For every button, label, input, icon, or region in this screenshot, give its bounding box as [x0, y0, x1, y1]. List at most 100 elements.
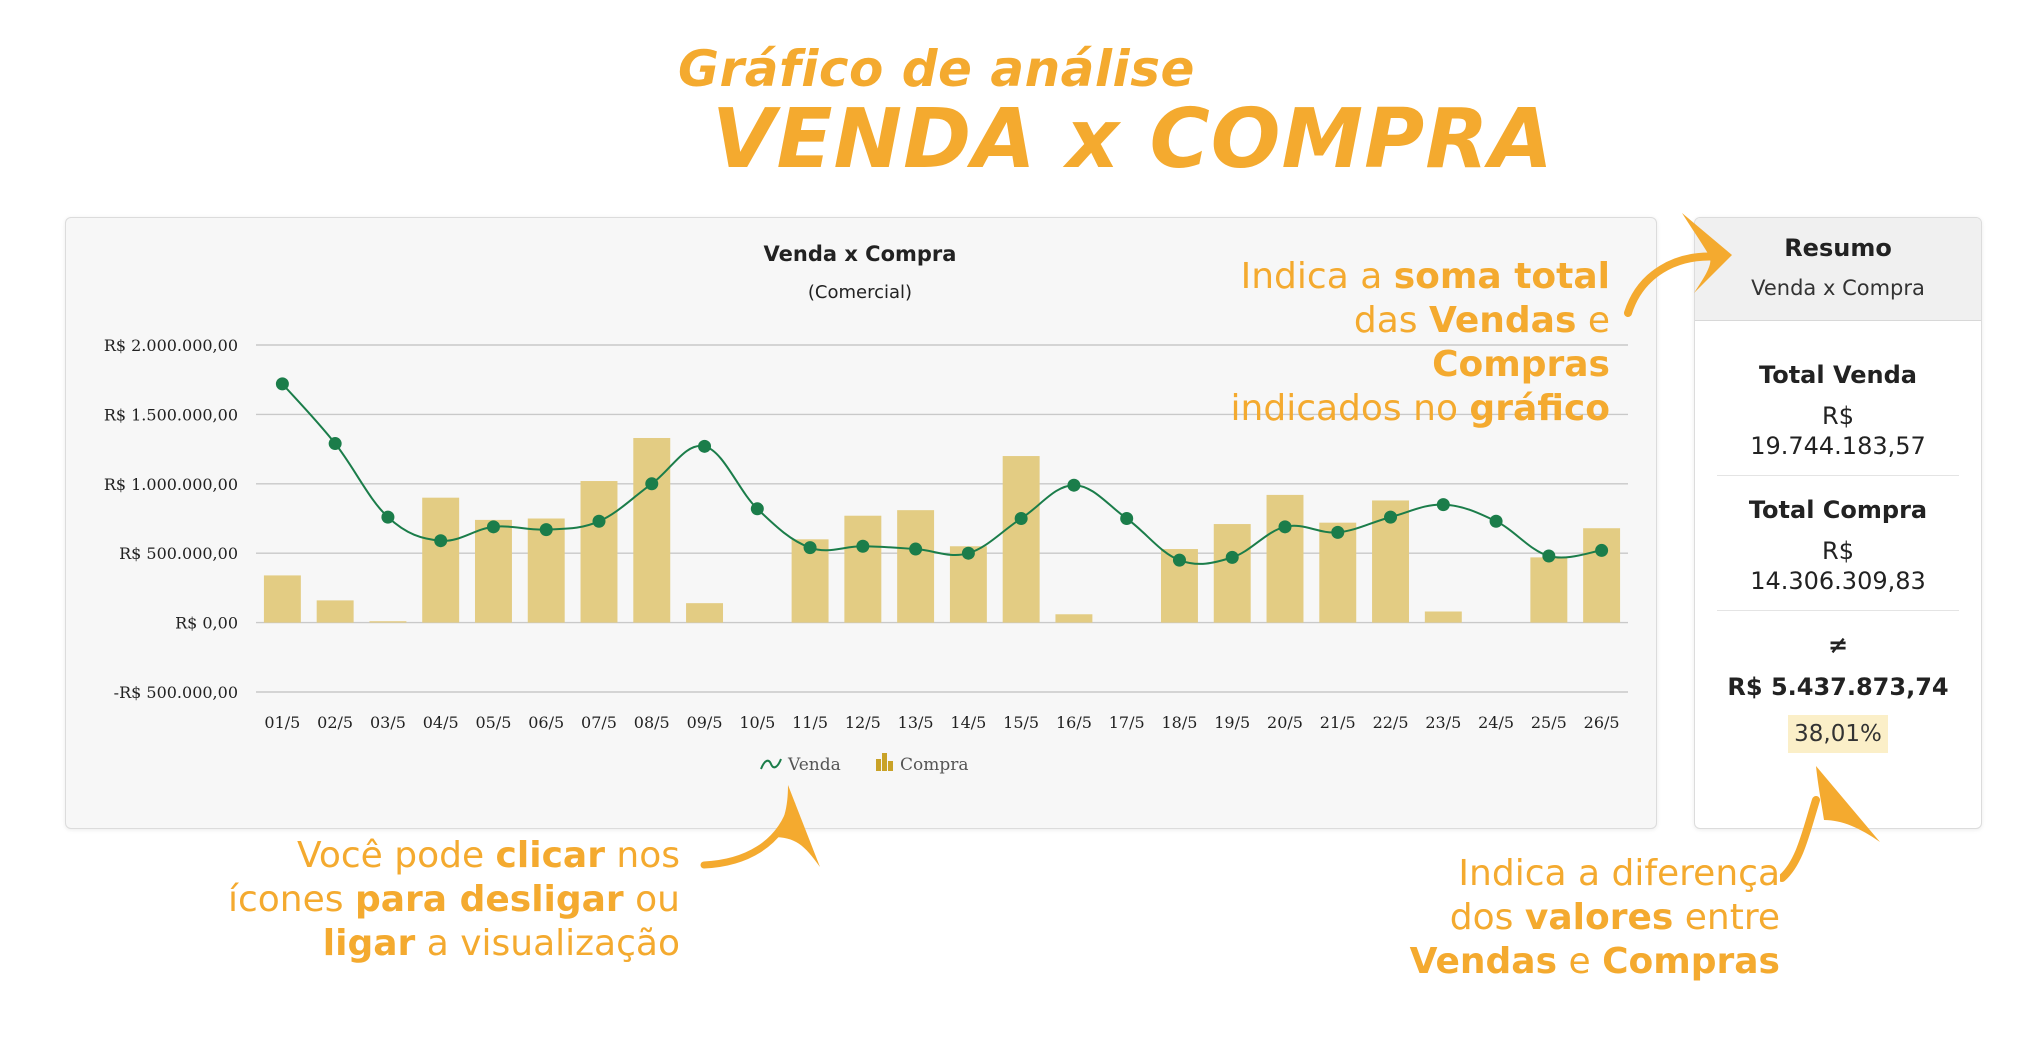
legend-label-compra: Compra	[900, 755, 969, 775]
summary-header: Resumo Venda x Compra	[1695, 218, 1981, 321]
compra-bar	[474, 519, 512, 623]
y-tick-label: R$ 500.000,00	[119, 544, 238, 563]
compra-bar	[686, 603, 724, 623]
compra-bar	[897, 510, 935, 623]
compra-bar	[633, 437, 671, 623]
venda-point	[434, 534, 448, 548]
compra-bar	[1055, 614, 1093, 623]
venda-point	[1384, 510, 1398, 524]
y-tick-label: R$ 1.500.000,00	[104, 405, 238, 424]
venda-point	[1172, 553, 1186, 567]
compra-bar	[844, 515, 882, 623]
difference-block: ≠ R$ 5.437.873,74 38,01%	[1717, 611, 1959, 767]
compra-bar	[1266, 494, 1304, 623]
compra-bar	[1002, 456, 1040, 623]
venda-point	[961, 546, 975, 560]
x-tick-label: 19/5	[1214, 713, 1250, 732]
x-tick-label: 24/5	[1478, 713, 1514, 732]
x-tick-label: 10/5	[739, 713, 775, 732]
compra-bar	[369, 621, 407, 623]
chart-svg: Venda x Compra (Comercial) R$ 2.000.000,…	[104, 242, 1628, 775]
page-title-line1: Gráfico de análise	[678, 40, 1195, 98]
summary-title: Resumo	[1784, 234, 1892, 262]
x-tick-label: 26/5	[1584, 713, 1620, 732]
total-venda-label: Total Venda	[1759, 361, 1917, 389]
venda-point	[539, 523, 553, 537]
total-compra-label: Total Compra	[1748, 496, 1928, 524]
venda-line	[275, 377, 1609, 567]
compra-bar	[1424, 611, 1462, 623]
x-tick-label: 11/5	[792, 713, 828, 732]
venda-point	[592, 514, 606, 528]
venda-point	[275, 377, 289, 391]
venda-point	[1014, 512, 1028, 525]
x-tick-label: 18/5	[1161, 713, 1197, 732]
venda-point	[750, 502, 764, 516]
chart-title: Venda x Compra	[764, 242, 957, 266]
not-equal-icon: ≠	[1827, 631, 1849, 659]
total-compra-block: Total Compra R$ 14.306.309,83	[1717, 476, 1959, 611]
venda-point	[1120, 512, 1134, 525]
x-tick-label: 12/5	[845, 713, 881, 732]
compra-bar	[1319, 522, 1357, 623]
venda-point	[486, 520, 500, 534]
chart-card: Venda x Compra (Comercial) R$ 2.000.000,…	[65, 217, 1657, 829]
venda-point	[1436, 498, 1450, 512]
legend-item-venda[interactable]: Venda	[760, 755, 841, 775]
y-tick-label: R$ 1.000.000,00	[104, 475, 238, 494]
x-tick-label: 02/5	[317, 713, 353, 732]
venda-point	[1542, 549, 1556, 563]
venda-point	[1331, 525, 1345, 539]
x-tick-label: 20/5	[1267, 713, 1303, 732]
venda-point	[803, 541, 817, 555]
arrow-to-legend-icon	[700, 785, 820, 869]
x-tick-label: 14/5	[950, 713, 986, 732]
annotation-click-icons: Você pode clicar nos ícones para desliga…	[227, 835, 680, 964]
x-tick-label: 23/5	[1425, 713, 1461, 732]
annotation-sum: Indica a soma total das Vendas e Compras…	[1230, 256, 1610, 429]
venda-point	[1225, 550, 1239, 564]
summary-panel: Resumo Venda x Compra Total Venda R$ 19.7…	[1694, 217, 1982, 829]
x-tick-label: 07/5	[581, 713, 617, 732]
x-tick-label: 01/5	[264, 713, 300, 732]
x-tick-label: 08/5	[634, 713, 670, 732]
y-axis: R$ 2.000.000,00 R$ 1.500.000,00 R$ 1.000.0…	[104, 336, 238, 702]
chart-subtitle: (Comercial)	[808, 282, 912, 303]
compra-bar	[1583, 528, 1621, 623]
legend-item-compra[interactable]: Compra	[876, 753, 969, 775]
x-tick-label: 17/5	[1109, 713, 1145, 732]
venda-point	[1595, 543, 1609, 557]
total-compra-value: R$ 14.306.309,83	[1750, 537, 1926, 595]
venda-point	[381, 510, 395, 524]
legend: Venda Compra	[760, 753, 969, 775]
total-venda-block: Total Venda R$ 19.744.183,57	[1717, 321, 1959, 476]
venda-point	[1489, 514, 1503, 528]
x-tick-label: 25/5	[1531, 713, 1567, 732]
summary-subtitle: Venda x Compra	[1751, 276, 1925, 300]
difference-percent-badge: 38,01%	[1788, 715, 1888, 753]
x-tick-label: 16/5	[1056, 713, 1092, 732]
arrow-to-percent-icon	[1780, 766, 1880, 882]
venda-point	[698, 439, 712, 453]
annotation-difference: Indica a diferença dos valores entre Ven…	[1409, 853, 1780, 982]
x-tick-label: 22/5	[1373, 713, 1409, 732]
compra-bar	[580, 481, 618, 623]
bar-series-icon	[876, 759, 881, 771]
line-series-icon	[760, 758, 782, 770]
compra-bars	[263, 437, 1621, 623]
venda-point	[909, 542, 923, 556]
x-tick-label: 04/5	[423, 713, 459, 732]
x-tick-label: 15/5	[1003, 713, 1039, 732]
x-tick-label: 09/5	[687, 713, 723, 732]
compra-bar	[316, 600, 354, 623]
x-tick-label: 05/5	[475, 713, 511, 732]
bar-series-icon	[882, 753, 887, 771]
venda-point	[856, 539, 870, 553]
compra-bar	[1213, 524, 1251, 623]
venda-point	[1278, 520, 1292, 534]
total-venda-value: R$ 19.744.183,57	[1750, 402, 1926, 460]
arrow-to-summary-icon	[1624, 213, 1732, 317]
x-axis: 01/5 02/5 03/5 04/5 05/5 06/5 07/5 08/5 09/5 10/5…	[264, 713, 1619, 732]
compra-bar	[1530, 557, 1568, 623]
venda-point	[1067, 478, 1081, 492]
